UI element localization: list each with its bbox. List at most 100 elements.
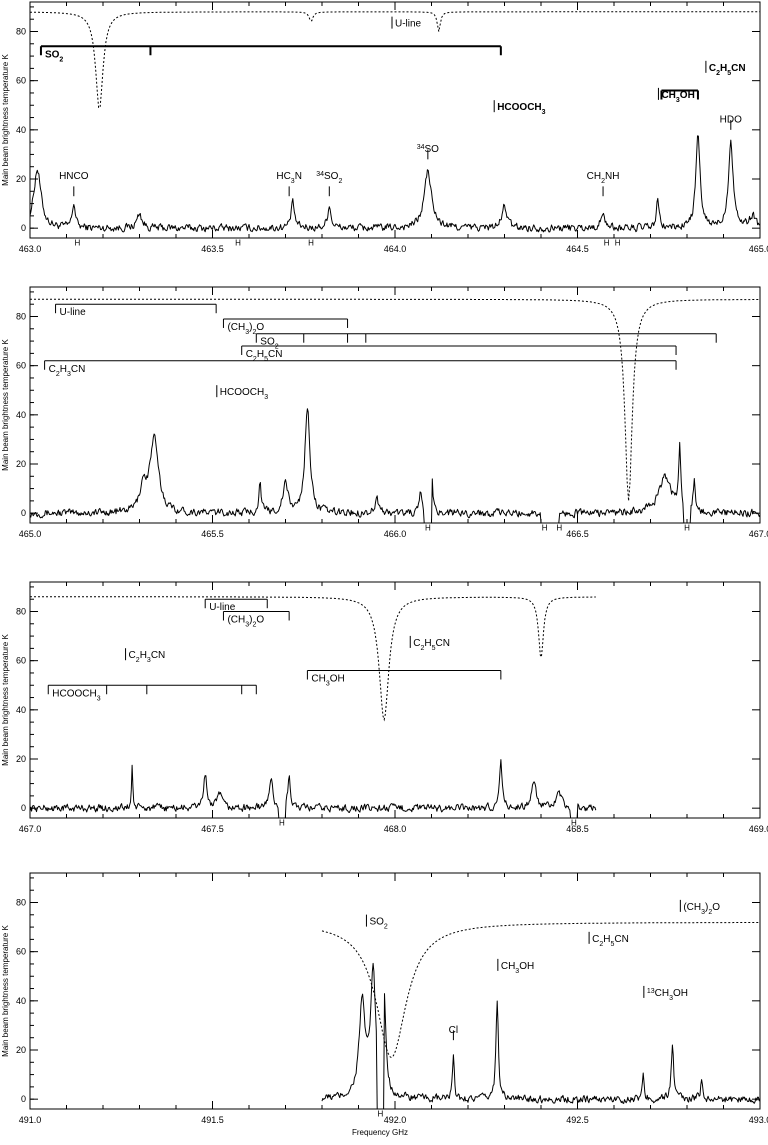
line-marker-bracket: U-line <box>204 598 268 613</box>
h-mark: H <box>684 523 690 532</box>
x-tick-label: 465.5 <box>201 529 224 539</box>
line-label-text: HCOOCH3 <box>220 387 268 401</box>
x-tick-label: 492.5 <box>566 1115 589 1125</box>
line-marker-bracket: CH3OH <box>306 670 502 688</box>
line-label: (CH3)2O <box>679 899 720 916</box>
spectrum-line <box>29 408 761 524</box>
line-marker-bracket <box>660 89 699 100</box>
line-label-text: (CH3)2O <box>683 902 720 916</box>
bracket-label: U-line <box>60 307 87 318</box>
x-tick-label: 465.0 <box>19 529 42 539</box>
h-mark: H <box>235 238 241 247</box>
h-mark: H <box>542 523 548 532</box>
line-label: C2H5CN <box>588 931 629 947</box>
plot-frame <box>29 1 761 239</box>
line-marker-bracket: SO2 <box>255 333 717 351</box>
x-tick-label: 467.5 <box>201 824 224 834</box>
line-label: HCOOCH3 <box>216 385 268 401</box>
h-mark: H <box>279 818 285 827</box>
x-tick-label: 467.0 <box>19 824 42 834</box>
y-axis-label: Main beam brightness temperature K <box>1 925 10 1057</box>
x-tick-label: 468.5 <box>566 824 589 834</box>
line-label: HC3N <box>276 171 302 197</box>
y-tick-label: 60 <box>16 361 26 371</box>
line-label-text: HNCO <box>59 171 89 182</box>
h-mark: H <box>425 523 431 532</box>
line-marker-bracket: (CH3)2O <box>222 318 349 336</box>
h-mark: H <box>604 238 610 247</box>
y-tick-label: 20 <box>16 174 26 184</box>
y-tick-label: 20 <box>16 1045 26 1055</box>
y-axis-label: Main beam brightness temperature K <box>1 634 10 766</box>
y-tick-label: 40 <box>16 705 26 715</box>
h-mark: H <box>378 1109 384 1118</box>
line-label-text: HDO <box>720 114 742 125</box>
spectrum-panel-2: 465.0 465.5 466.0 466.5 467.0 0 20 40 60 80 Main b… <box>1 286 768 539</box>
h-mark: H <box>308 238 314 247</box>
y-tick-label: 80 <box>16 312 26 322</box>
x-tick-label: 465.0 <box>749 244 768 254</box>
y-tick-label: 20 <box>16 754 26 764</box>
x-axis-label: Frequency GHz <box>352 1128 408 1137</box>
line-marker-bracket: C2H3CN <box>44 360 677 377</box>
y-tick-label: 0 <box>21 508 26 518</box>
y-tick-label: 80 <box>16 607 26 617</box>
y-tick-label: 60 <box>16 947 26 957</box>
line-label-text: CH3OH <box>501 961 534 975</box>
spectrum-line <box>321 962 761 1110</box>
atmospheric-transmission-curve <box>30 596 596 722</box>
line-label: Cl <box>449 1025 458 1041</box>
line-label-text: C2H3CN <box>129 650 166 664</box>
line-label: C2H5CN <box>409 635 450 652</box>
line-label-text: 34SO <box>417 143 439 155</box>
atmospheric-transmission-curve <box>321 922 760 1058</box>
bracket-label: SO2 <box>260 337 278 351</box>
spectrum-panel-4: 491.0 491.5 492.0 492.5 493.0 0 20 40 60 80 Main b… <box>1 872 768 1137</box>
y-tick-label: 40 <box>16 125 26 135</box>
y-tick-label: 60 <box>16 656 26 666</box>
line-label: SO2 <box>365 914 388 931</box>
line-label: 13CH3OH <box>643 985 688 1001</box>
bracket-label: U-line <box>209 602 236 613</box>
line-label: C2H5CN <box>705 60 746 76</box>
line-label: 34SO2 <box>316 171 342 197</box>
x-tick-label: 492.0 <box>384 1115 407 1125</box>
line-marker-bracket: U-line <box>55 303 217 318</box>
line-label-text: 34SO2 <box>316 171 342 185</box>
y-tick-label: 40 <box>16 410 26 420</box>
bracket-label: CH3OH <box>311 674 344 688</box>
bracket-label: (CH3)2O <box>227 322 264 336</box>
y-axis-label: Main beam brightness temperature K <box>1 339 10 471</box>
spectrum-panel-3: 467.0 467.5 468.0 468.5 469.0 0 20 40 60 80 Main b… <box>1 581 768 834</box>
bracket-label: SO2 <box>45 49 63 63</box>
line-label: CH3OH <box>497 958 534 975</box>
line-label: CH2NH <box>587 171 619 197</box>
plot-frame <box>29 286 761 524</box>
line-label-text: U-line <box>395 19 422 30</box>
line-label-text: 13CH3OH <box>647 987 688 1001</box>
line-marker-bracket: SO2 <box>39 45 502 63</box>
x-tick-label: 463.5 <box>201 244 224 254</box>
y-axis-label: Main beam brightness temperature K <box>1 54 10 186</box>
line-label: HCOOCH3 <box>493 100 546 116</box>
atmospheric-transmission-curve <box>30 298 760 501</box>
line-label-text: HCOOCH3 <box>497 102 545 116</box>
y-tick-label: 0 <box>21 1094 26 1104</box>
line-label-text: C2H5CN <box>413 638 450 652</box>
y-tick-label: 40 <box>16 996 26 1006</box>
atmospheric-transmission-curve <box>30 11 760 108</box>
x-tick-label: 491.5 <box>201 1115 224 1125</box>
spectrum-line <box>29 759 597 819</box>
y-tick-label: 60 <box>16 76 26 86</box>
line-marker-bracket: HCOOCH3 <box>47 684 257 702</box>
x-tick-label: 491.0 <box>19 1115 42 1125</box>
line-label: HNCO <box>59 171 89 197</box>
y-tick-label: 80 <box>16 27 26 37</box>
h-mark: H <box>556 523 562 532</box>
line-label-text: CH3OH <box>661 90 694 104</box>
plot-frame <box>29 581 761 819</box>
line-label-text: SO2 <box>369 917 387 931</box>
line-label-text: Cl <box>449 1025 458 1036</box>
y-tick-label: 20 <box>16 459 26 469</box>
